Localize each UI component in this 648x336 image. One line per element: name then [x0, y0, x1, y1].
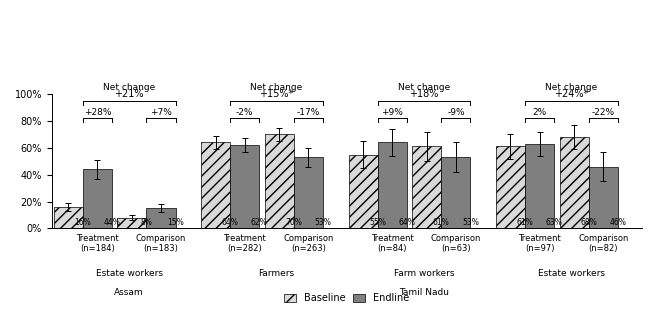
- Text: Comparison
(n=263): Comparison (n=263): [283, 234, 334, 253]
- Text: Treatment
(n=282): Treatment (n=282): [224, 234, 266, 253]
- Text: Comparison
(n=63): Comparison (n=63): [431, 234, 481, 253]
- Bar: [83, 169, 112, 228]
- Text: 15%: 15%: [167, 218, 184, 227]
- Bar: [441, 157, 470, 228]
- Text: Net change: Net change: [546, 83, 597, 92]
- Text: Treatment
(n=84): Treatment (n=84): [371, 234, 413, 253]
- Bar: [560, 137, 589, 228]
- Bar: [589, 167, 618, 228]
- Bar: [146, 208, 176, 228]
- Bar: [54, 207, 83, 228]
- Text: +15%*: +15%*: [259, 89, 294, 99]
- Text: 16%: 16%: [75, 218, 91, 227]
- Bar: [412, 146, 441, 228]
- Text: +9%: +9%: [381, 108, 403, 117]
- Bar: [117, 218, 146, 228]
- Text: +18%: +18%: [410, 89, 439, 99]
- Text: Assam: Assam: [115, 288, 144, 297]
- Text: 46%: 46%: [609, 218, 627, 227]
- Text: -22%: -22%: [592, 108, 615, 117]
- Text: -9%: -9%: [447, 108, 465, 117]
- Bar: [378, 142, 407, 228]
- Text: 8%: 8%: [141, 218, 152, 227]
- Text: 68%: 68%: [581, 218, 597, 227]
- Text: Estate workers: Estate workers: [96, 269, 163, 278]
- Text: 53%: 53%: [314, 218, 332, 227]
- Text: 2%: 2%: [533, 108, 547, 117]
- Text: +28%: +28%: [84, 108, 111, 117]
- Text: Treatment
(n=97): Treatment (n=97): [518, 234, 561, 253]
- Text: +21%: +21%: [115, 89, 144, 99]
- Text: Net change: Net change: [103, 83, 156, 92]
- Text: 64%: 64%: [222, 218, 238, 227]
- Text: 53%: 53%: [462, 218, 479, 227]
- Text: 61%: 61%: [433, 218, 450, 227]
- Text: 55%: 55%: [369, 218, 386, 227]
- Text: Comparison
(n=183): Comparison (n=183): [136, 234, 186, 253]
- Bar: [265, 134, 294, 228]
- Text: -2%: -2%: [236, 108, 253, 117]
- Text: +7%: +7%: [150, 108, 172, 117]
- Text: Farm workers: Farm workers: [394, 269, 454, 278]
- Bar: [349, 155, 378, 228]
- Text: 61%: 61%: [516, 218, 533, 227]
- Bar: [525, 144, 554, 228]
- Text: Estate workers: Estate workers: [538, 269, 605, 278]
- Bar: [201, 142, 230, 228]
- Text: Treatment
(n=184): Treatment (n=184): [76, 234, 119, 253]
- Text: Net change: Net change: [398, 83, 450, 92]
- Text: -17%: -17%: [297, 108, 320, 117]
- Legend: Baseline, Endline: Baseline, Endline: [281, 289, 413, 307]
- Text: 62%: 62%: [251, 218, 268, 227]
- Text: 63%: 63%: [546, 218, 562, 227]
- Text: Tamil Nadu: Tamil Nadu: [399, 288, 449, 297]
- Text: 70%: 70%: [286, 218, 303, 227]
- Text: Farmers: Farmers: [259, 269, 295, 278]
- Bar: [294, 157, 323, 228]
- Text: 44%: 44%: [104, 218, 121, 227]
- Text: Net change: Net change: [251, 83, 303, 92]
- Bar: [230, 145, 259, 228]
- Text: Comparison
(n=82): Comparison (n=82): [578, 234, 629, 253]
- Bar: [496, 146, 525, 228]
- Text: +24%*: +24%*: [554, 89, 588, 99]
- Text: 64%: 64%: [399, 218, 415, 227]
